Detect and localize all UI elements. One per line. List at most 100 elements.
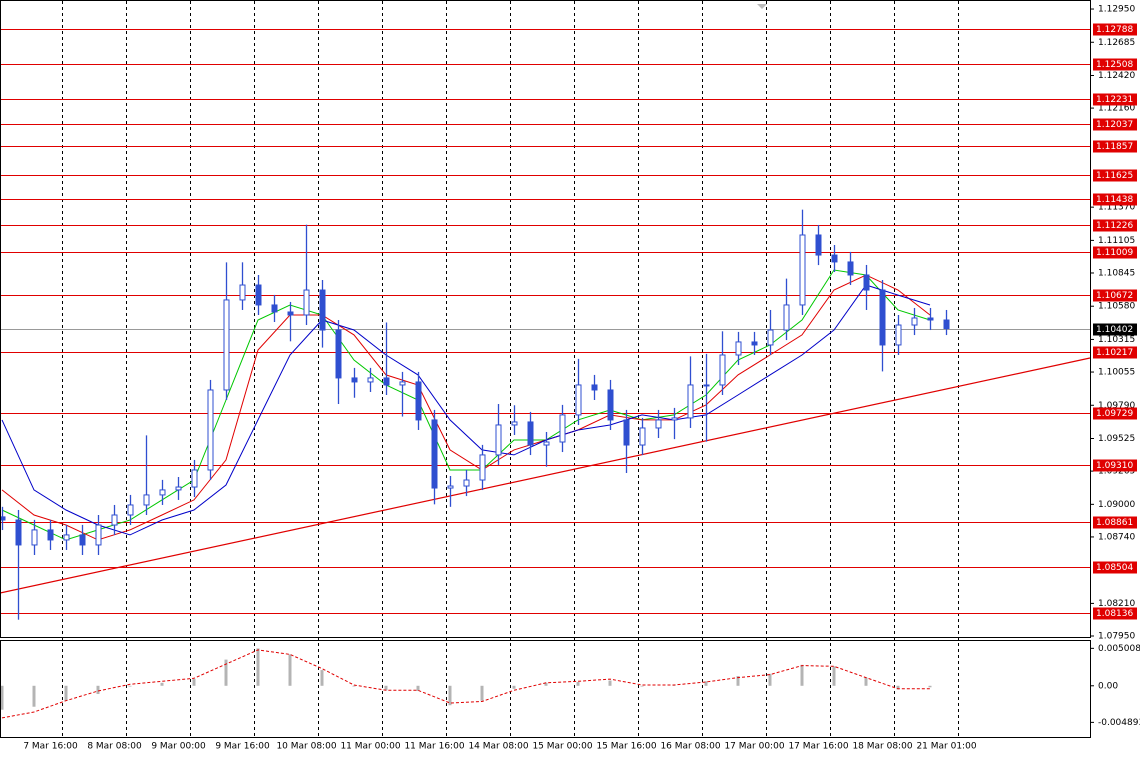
level-label-box	[1093, 459, 1137, 472]
x-tick-label: 17 Mar 00:00	[724, 742, 784, 752]
candle-body	[463, 479, 470, 487]
candle-body	[95, 524, 102, 546]
y-tick-label: 1.10315	[1098, 335, 1135, 345]
y-tick-label: 1.12420	[1098, 71, 1135, 81]
candle-body	[767, 329, 774, 346]
candle-body	[31, 529, 38, 546]
x-tick-label: 15 Mar 16:00	[596, 742, 656, 752]
shift-marker	[757, 4, 767, 9]
candle-body	[159, 489, 166, 496]
level-label: 1.10217	[1096, 348, 1133, 358]
level-label-box	[1093, 219, 1137, 232]
candle-body	[751, 341, 758, 346]
level-label: 1.11009	[1096, 248, 1133, 258]
candle-body	[543, 441, 550, 446]
level-label: 1.08504	[1096, 563, 1133, 573]
x-tick-label: 17 Mar 16:00	[788, 742, 848, 752]
macd-bar	[256, 648, 260, 686]
candle-body	[271, 304, 278, 313]
candle-body	[383, 377, 390, 386]
macd-bar	[352, 685, 356, 687]
x-tick-label: 16 Mar 08:00	[660, 742, 720, 752]
candle-body	[927, 317, 934, 321]
candle-body	[719, 354, 726, 386]
candle-body	[415, 381, 422, 421]
candle-body	[367, 377, 374, 383]
level-label-box	[1093, 58, 1137, 71]
y-tick-label: 1.08210	[1098, 599, 1135, 609]
candle-body	[511, 421, 518, 426]
level-label-box	[1093, 561, 1137, 574]
x-tick-label: 18 Mar 08:00	[852, 742, 912, 752]
level-label-box	[1093, 346, 1137, 359]
candle-body	[623, 419, 630, 446]
candle-body	[335, 329, 342, 379]
candle-body	[639, 427, 646, 446]
y-tick-label: 1.10055	[1098, 368, 1135, 378]
macd-bar	[608, 680, 612, 686]
macd-bar	[320, 670, 324, 686]
level-label-box	[1093, 246, 1137, 259]
macd-bar	[800, 664, 804, 686]
y-tick-label: 1.10580	[1098, 302, 1135, 312]
y-tick-label: 1.11370	[1098, 203, 1135, 213]
macd-bar	[192, 679, 196, 686]
x-tick-label: 11 Mar 00:00	[340, 742, 400, 752]
macd-bar	[768, 673, 772, 686]
candle-body	[879, 289, 886, 346]
y-tick-label: 1.09525	[1098, 434, 1135, 444]
x-tick-label: 14 Mar 08:00	[468, 742, 528, 752]
candle-body	[175, 486, 182, 491]
candle-body	[575, 384, 582, 416]
macd-bar	[704, 681, 708, 686]
candle-body	[703, 384, 710, 387]
level-label-box	[1093, 118, 1137, 131]
macd-pane: 0.005008 0.00 -0.004893	[0, 644, 1140, 728]
y-tick-label: 1.11105	[1098, 236, 1135, 246]
candle-body	[895, 324, 902, 346]
candle-body	[143, 494, 150, 506]
macd-bar	[96, 685, 100, 695]
trendline	[0, 357, 1091, 594]
level-label: 1.10672	[1096, 291, 1133, 301]
level-label: 1.08861	[1096, 518, 1133, 528]
y-tick-label: 1.10845	[1098, 268, 1135, 278]
level-label-box	[1093, 169, 1137, 182]
candle-body	[447, 485, 454, 489]
y-tick-label: 1.09265	[1098, 467, 1135, 477]
macd-bar	[224, 659, 228, 686]
level-label: 1.09729	[1096, 409, 1133, 419]
y-tick-label: 0.005008	[1098, 644, 1140, 654]
candle-body	[687, 384, 694, 419]
level-label: 1.11625	[1096, 171, 1133, 181]
y-tick-label: 1.12160	[1098, 104, 1135, 114]
moving-average	[1, 284, 931, 536]
candle-body	[815, 234, 822, 256]
candle-body	[207, 389, 214, 471]
level-label-box	[1093, 289, 1137, 302]
candle-body	[479, 454, 486, 481]
y-tick-label: 1.09000	[1098, 500, 1135, 510]
macd-bar	[384, 685, 388, 691]
level-label-box	[1093, 193, 1137, 206]
macd-pane-border	[0, 640, 1091, 738]
macd-bar	[0, 685, 4, 710]
candle-body	[495, 424, 502, 456]
candle-body	[559, 414, 566, 443]
level-label: 1.11438	[1096, 195, 1133, 205]
candle-body	[351, 377, 358, 383]
macd-bar	[512, 685, 516, 689]
candle-body	[783, 304, 790, 331]
candle-body	[943, 319, 950, 330]
y-tick-label: 1.09790	[1098, 401, 1135, 411]
candle-body	[863, 274, 870, 291]
level-label-box	[1093, 407, 1137, 420]
price-pane-border	[0, 0, 1091, 638]
candle-body	[0, 516, 6, 521]
candle-body	[847, 261, 854, 276]
x-tick-label: 8 Mar 08:00	[87, 742, 142, 752]
macd-bar	[576, 682, 580, 686]
